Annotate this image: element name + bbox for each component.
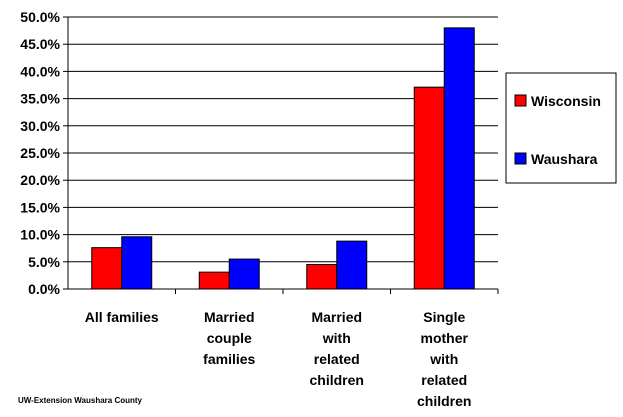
legend-swatch-wisconsin <box>514 94 527 107</box>
y-tick-label: 30.0% <box>20 118 60 134</box>
y-tick-label: 45.0% <box>20 36 60 52</box>
source-footnote: UW-Extension Waushara County <box>18 396 142 405</box>
bar-wisconsin-2 <box>306 264 338 290</box>
y-tick-labels: 0.0% 5.0% 10.0% 15.0% 20.0% 25.0% 30.0% 35.0% 40… <box>20 9 60 297</box>
bar-wisconsin-3 <box>413 86 445 290</box>
legend-label-waushara: Waushara <box>531 151 598 167</box>
x-category-label: Married couple families <box>203 309 255 367</box>
bar-wisconsin-1 <box>198 271 230 290</box>
bar-waushara-3 <box>443 27 475 290</box>
legend-swatch-waushara <box>514 152 527 165</box>
y-tick-label: 50.0% <box>20 9 60 25</box>
axes <box>67 17 499 294</box>
y-tick-label: 40.0% <box>20 63 60 79</box>
y-tick-label: 15.0% <box>20 199 60 215</box>
bar-waushara-2 <box>336 240 368 290</box>
bar-waushara-0 <box>121 236 153 290</box>
legend: Wisconsin Waushara <box>505 72 617 184</box>
x-category-label: All families <box>85 309 159 325</box>
y-tick-label: 0.0% <box>28 281 60 297</box>
legend-label-wisconsin: Wisconsin <box>531 93 601 109</box>
y-tick-label: 35.0% <box>20 91 60 107</box>
y-tick-label: 20.0% <box>20 172 60 188</box>
y-tick-label: 25.0% <box>20 145 60 161</box>
bar-waushara-1 <box>228 258 260 290</box>
legend-box <box>505 72 617 184</box>
bars <box>91 27 475 290</box>
x-category-labels: All families Married couple families Married… <box>85 309 472 409</box>
bar-wisconsin-0 <box>91 247 123 290</box>
x-category-label: Single mother with related children <box>417 309 471 409</box>
y-tick-label: 5.0% <box>28 254 60 270</box>
x-category-label: Married with related children <box>310 309 364 388</box>
y-tick-label: 10.0% <box>20 227 60 243</box>
